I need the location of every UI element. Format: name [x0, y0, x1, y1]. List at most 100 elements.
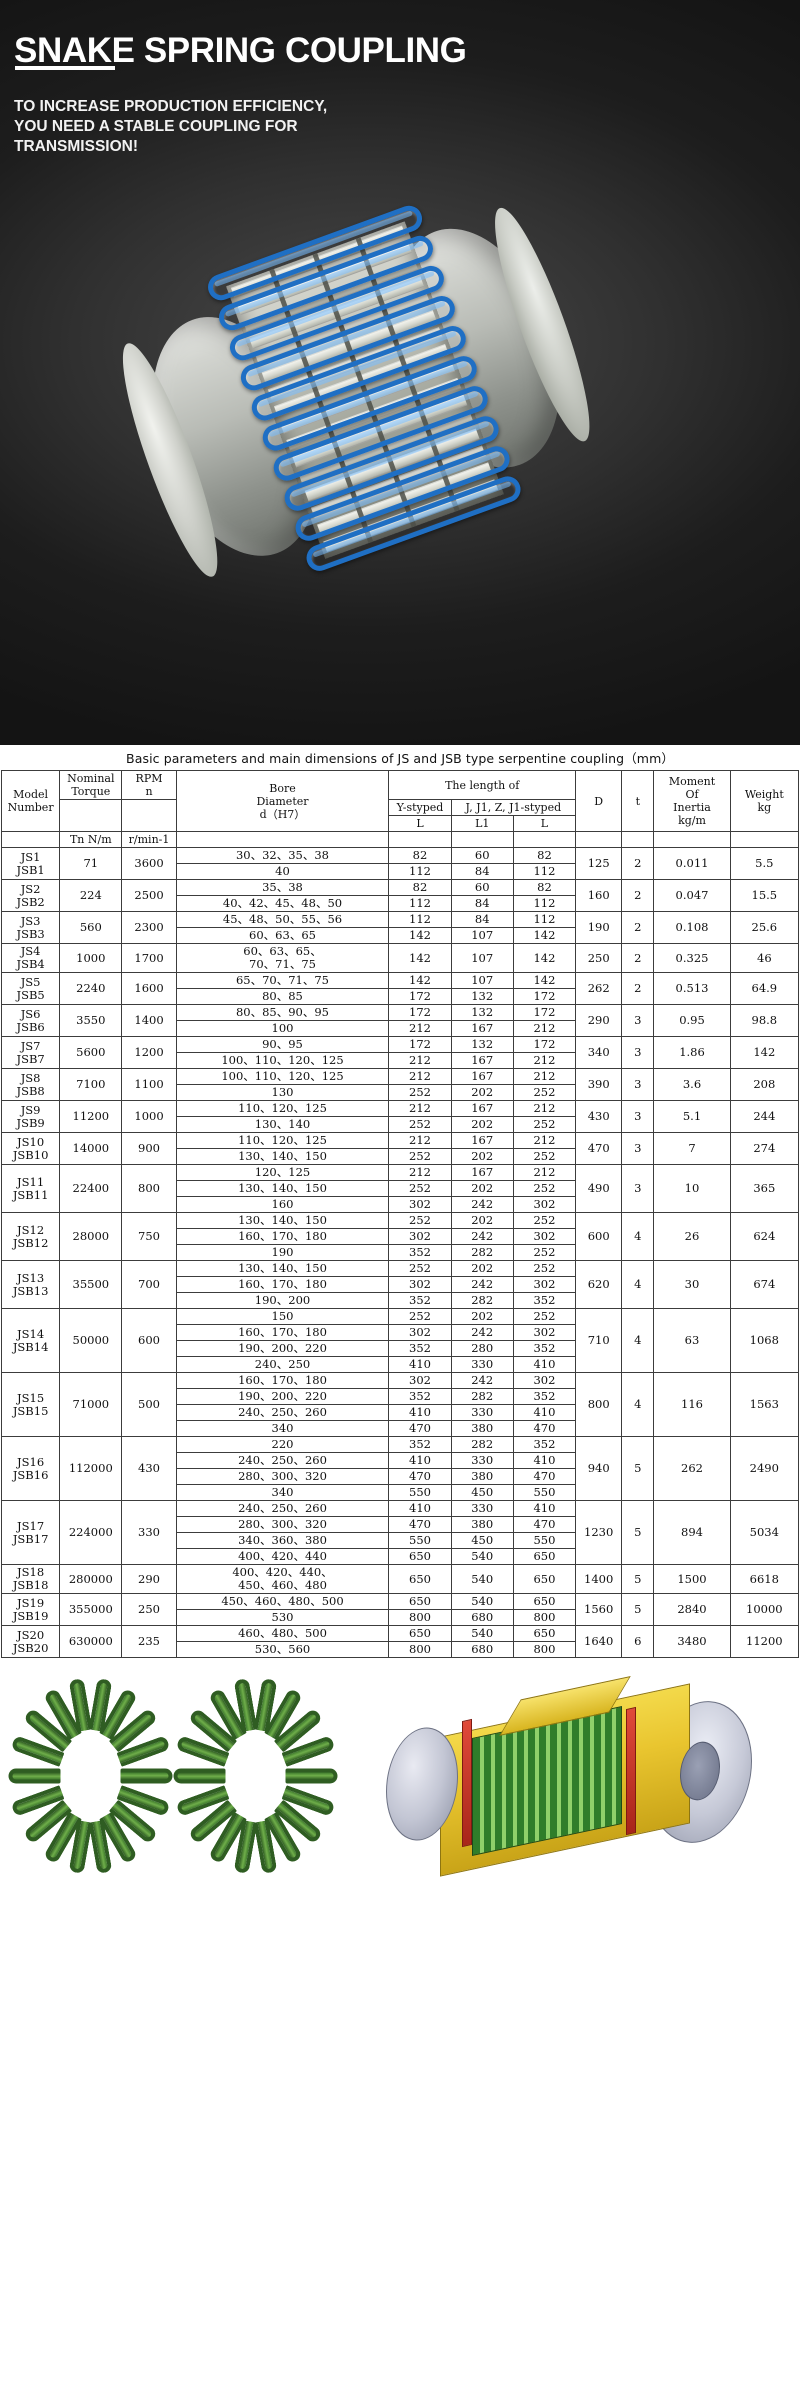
- cell-nominal-torque: 50000: [59, 1308, 123, 1373]
- cell-bore-diameter: 160、170、180: [175, 1372, 390, 1389]
- cell-length-L1: 84: [450, 895, 514, 912]
- cell-model-number: JS11 JSB11: [0, 1164, 61, 1213]
- col-header-j-styped: J, J1, Z, J1-styped: [450, 799, 577, 816]
- cell-bore-diameter: 90、95: [175, 1036, 390, 1053]
- cell-length-L2: 470: [512, 1420, 577, 1437]
- cell-length-L: 252: [388, 1116, 452, 1133]
- cell-rpm: 2300: [121, 911, 177, 944]
- cell-nominal-torque: 2240: [59, 972, 123, 1005]
- cell-bore-diameter: 160、170、180: [175, 1228, 390, 1245]
- cell-t: 5: [621, 1436, 655, 1501]
- cell-length-L: 142: [388, 972, 452, 989]
- cell-length-L1: 242: [450, 1372, 514, 1389]
- cell-length-L1: 540: [450, 1564, 514, 1594]
- cell-D: 160: [575, 879, 623, 912]
- cell-D: 470: [575, 1132, 623, 1165]
- cell-length-L: 352: [388, 1436, 452, 1453]
- cell-bore-diameter: 35、38: [175, 879, 390, 896]
- cell-model-number: JS2 JSB2: [0, 879, 61, 912]
- cell-length-L1: 282: [450, 1436, 514, 1453]
- cell-D: 620: [575, 1260, 623, 1309]
- cell-length-L2: 142: [512, 943, 577, 973]
- table-row: JS13 JSB13 35500 700 130、140、150 252 202 252 62…: [0, 1260, 800, 1309]
- cell-length-L1: 540: [450, 1548, 514, 1565]
- cell-moment-of-inertia: 30: [653, 1260, 731, 1309]
- table-row: JS3 JSB3 560 2300 45、48、50、55、56 112 84 112 190…: [0, 911, 800, 944]
- cell-length-L: 302: [388, 1196, 452, 1213]
- table-row: JS14 JSB14 50000 600 150 252 202 252 710 4 63 1068: [0, 1308, 800, 1373]
- header-row-main: Model Number Nominal Torque RPM n Bore D…: [0, 770, 800, 832]
- cell-length-L1: 107: [450, 943, 514, 973]
- cell-model-number: JS19 JSB19: [0, 1593, 61, 1626]
- col-header-unit-t: [621, 831, 655, 848]
- cell-length-L1: 282: [450, 1292, 514, 1309]
- cell-weight: 64.9: [729, 972, 800, 1005]
- cell-bore-diameter: 400、420、440: [175, 1548, 390, 1565]
- cell-weight: 46: [729, 943, 800, 973]
- cell-rpm: 250: [121, 1593, 177, 1626]
- cell-bore-diameter: 80、85: [175, 988, 390, 1005]
- col-header-unit-bore: [175, 831, 390, 848]
- cell-length-L: 470: [388, 1516, 452, 1533]
- table-row: 130、140、150 252 202 252: [2, 1180, 799, 1197]
- table-row: 100、110、120、125 212 167 212: [2, 1052, 799, 1069]
- cell-nominal-torque: 11200: [59, 1100, 123, 1133]
- table-row: JS10 JSB10 14000 900 110、120、125 212 167 212 47…: [0, 1132, 800, 1165]
- cell-length-L: 302: [388, 1372, 452, 1389]
- table-row: JS8 JSB8 7100 1100 100、110、120、125 212 167 212…: [0, 1068, 800, 1101]
- col-header-length-L2: L: [512, 815, 577, 832]
- cell-moment-of-inertia: 1.86: [653, 1036, 731, 1069]
- cell-bore-diameter: 120、125: [175, 1164, 390, 1181]
- cell-length-L2: 302: [512, 1324, 577, 1341]
- cell-length-L1: 380: [450, 1468, 514, 1485]
- cell-model-number: JS17 JSB17: [0, 1500, 61, 1565]
- cell-model-number: JS16 JSB16: [0, 1436, 61, 1501]
- cell-length-L: 142: [388, 943, 452, 973]
- table-row: JS2 JSB2 224 2500 35、38 82 60 82 160 2 0.047 15.5: [0, 879, 800, 912]
- cell-t: 2: [621, 943, 655, 973]
- cell-length-L1: 380: [450, 1420, 514, 1437]
- cell-bore-diameter: 240、250、260: [175, 1500, 390, 1517]
- col-header-torque-blank: [59, 799, 123, 832]
- cell-length-L1: 167: [450, 1100, 514, 1117]
- cell-length-L: 410: [388, 1500, 452, 1517]
- cell-length-L: 172: [388, 1004, 452, 1021]
- cell-t: 3: [621, 1132, 655, 1165]
- hero-subtitle: TO INCREASE PRODUCTION EFFICIENCY, YOU N…: [14, 98, 328, 155]
- cell-length-L2: 550: [512, 1484, 577, 1501]
- cell-weight: 244: [729, 1100, 800, 1133]
- cell-length-L1: 680: [450, 1641, 514, 1658]
- cell-length-L2: 800: [512, 1641, 577, 1658]
- cell-length-L: 252: [388, 1148, 452, 1165]
- cell-length-L1: 330: [450, 1356, 514, 1373]
- cell-length-L: 410: [388, 1452, 452, 1469]
- cell-length-L2: 302: [512, 1228, 577, 1245]
- col-header-y-styped: Y-styped: [388, 799, 452, 816]
- cell-rpm: 3600: [121, 847, 177, 880]
- cell-D: 340: [575, 1036, 623, 1069]
- cell-length-L: 172: [388, 1036, 452, 1053]
- cell-length-L2: 142: [512, 927, 577, 944]
- cell-bore-diameter: 190、200、220: [175, 1388, 390, 1405]
- cell-model-number: JS5 JSB5: [0, 972, 61, 1005]
- cell-length-L: 352: [388, 1292, 452, 1309]
- cell-t: 2: [621, 911, 655, 944]
- col-header-t: t: [621, 770, 655, 832]
- cell-rpm: 750: [121, 1212, 177, 1261]
- cell-length-L2: 252: [512, 1212, 577, 1229]
- table-row: 530、560 800 680 800: [2, 1641, 799, 1658]
- cell-length-L2: 352: [512, 1340, 577, 1357]
- cell-length-L2: 470: [512, 1468, 577, 1485]
- col-header-model-number: Model Number: [0, 770, 61, 832]
- cell-length-L2: 650: [512, 1625, 577, 1642]
- cell-length-L2: 212: [512, 1052, 577, 1069]
- table-row: JS15 JSB15 71000 500 160、170、180 302 242 302 80…: [0, 1372, 800, 1437]
- table-row: 130、140、150 252 202 252: [2, 1148, 799, 1165]
- cell-length-L: 352: [388, 1244, 452, 1261]
- cell-length-L: 550: [388, 1532, 452, 1549]
- cell-length-L2: 252: [512, 1116, 577, 1133]
- cell-length-L1: 280: [450, 1340, 514, 1357]
- cell-length-L1: 202: [450, 1212, 514, 1229]
- cell-length-L1: 242: [450, 1196, 514, 1213]
- cell-bore-diameter: 100、110、120、125: [175, 1052, 390, 1069]
